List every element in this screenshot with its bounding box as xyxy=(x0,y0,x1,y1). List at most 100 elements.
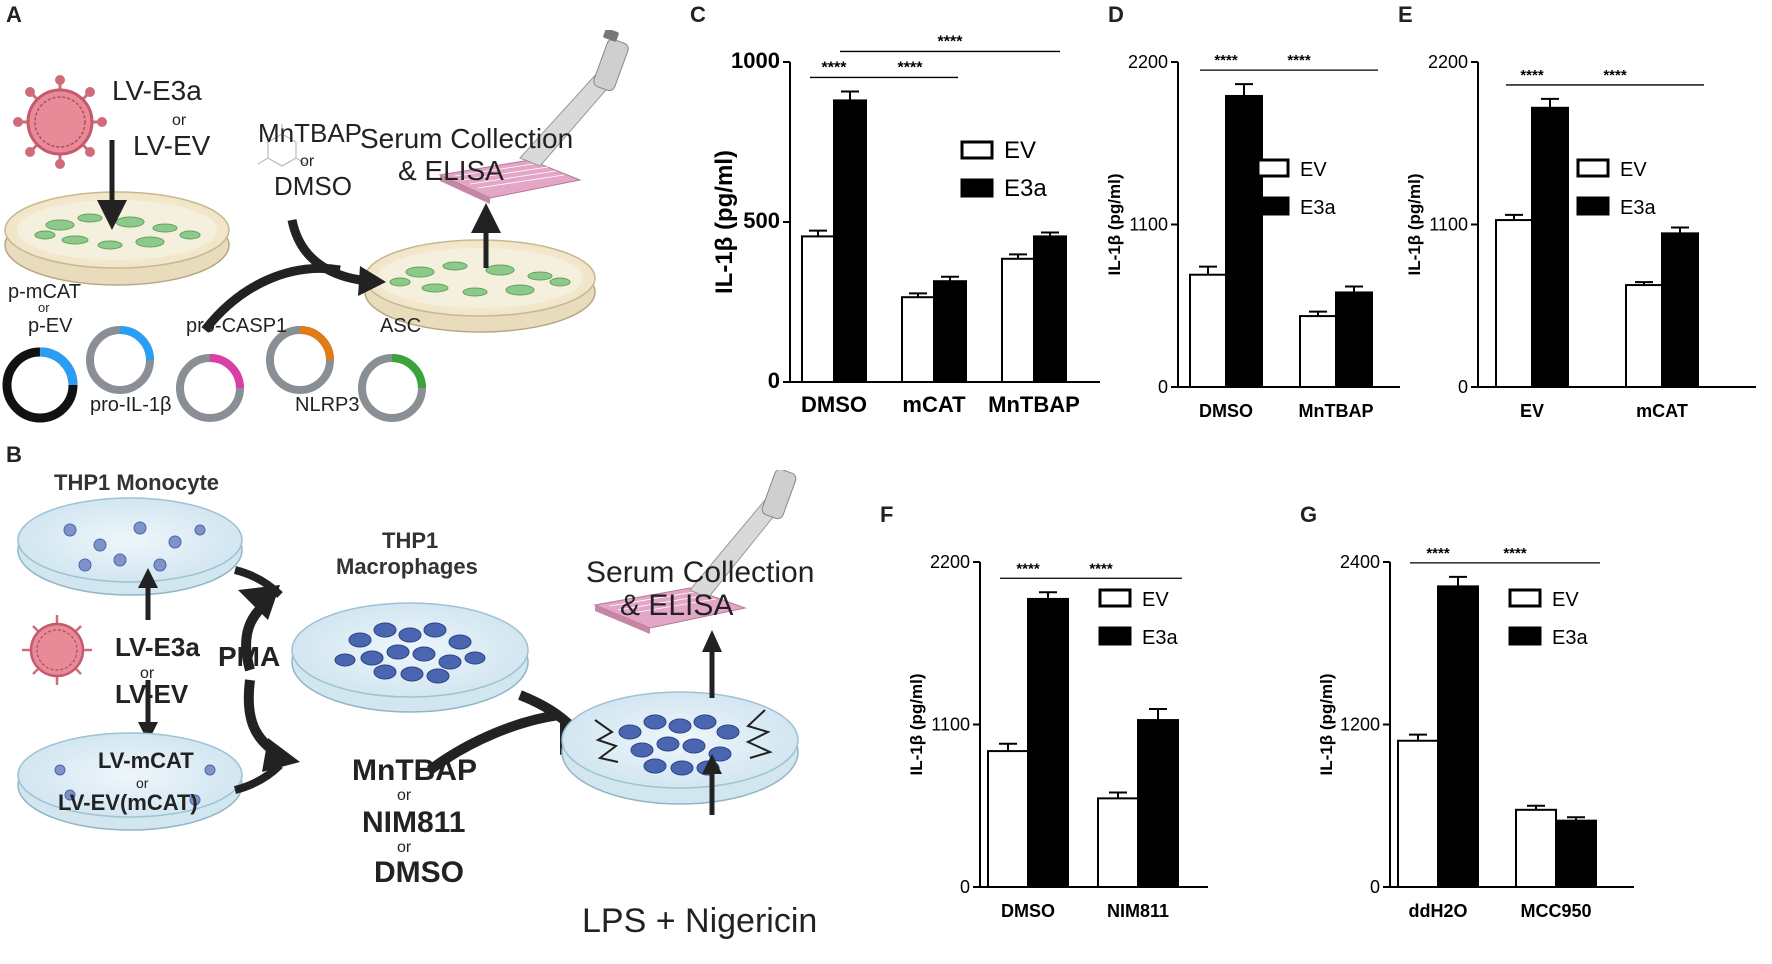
bar-ev-mcc950 xyxy=(1515,808,1557,888)
bar-ev-nim811 xyxy=(1097,797,1139,889)
label-elisa: & ELISA xyxy=(398,155,504,186)
label-or: or xyxy=(136,775,149,791)
bar-ev-mcat xyxy=(1625,284,1663,388)
label-lv-ev: LV-EV xyxy=(133,130,211,161)
x-tick-label: MnTBAP xyxy=(1299,401,1374,421)
legend-label-e3a: E3a xyxy=(1300,197,1336,219)
x-tick-label: DMSO xyxy=(1001,901,1055,921)
bar-ev-dmso xyxy=(987,750,1029,888)
significance-label: **** xyxy=(1520,67,1544,84)
significance-label: **** xyxy=(1603,67,1627,84)
label-lps-nigericin: LPS + Nigericin xyxy=(582,902,817,940)
label-dmso: DMSO xyxy=(274,171,352,201)
label-thp1-monocyte: THP1 Monocyte xyxy=(54,470,219,495)
plasmid-icons xyxy=(2,326,426,423)
panel-label-c: C xyxy=(690,2,706,27)
monocyte-dish xyxy=(17,497,243,596)
label-mntbap: MnTBAP xyxy=(258,118,362,148)
significance-label: **** xyxy=(1287,52,1311,69)
x-tick-label: NIM811 xyxy=(1107,901,1169,921)
bar-e3a-mntbap xyxy=(1335,291,1373,389)
x-tick-label: mCAT xyxy=(902,392,966,417)
bar-ev-mntbap xyxy=(1001,257,1035,383)
chart-g: 0 1200 2400 IL-1β (pg/ml) ddH2O MCC950 **** ***… xyxy=(1317,545,1634,921)
y-axis-label: IL-1β (pg/ml) xyxy=(1105,174,1124,276)
legend-label-e3a: E3a xyxy=(1552,627,1588,649)
y-tick-label: 2400 xyxy=(1340,552,1380,572)
schematic-b: THP1 Monocyte LV-E3a or LV-EV PMA THP1 M… xyxy=(17,470,817,940)
y-tick-label: 0 xyxy=(768,368,780,393)
significance-label: **** xyxy=(898,59,924,76)
y-tick-label: 2200 xyxy=(1428,52,1468,72)
y-tick-label: 0 xyxy=(1158,377,1168,397)
label-or: or xyxy=(397,787,412,804)
chart-c: 0 500 1000 IL-1β (pg/ml) DMSO mCAT MnTBAP **** *… xyxy=(711,33,1100,417)
panel-label-d: D xyxy=(1108,2,1124,27)
label-dmso: DMSO xyxy=(374,856,464,889)
legend-label-e3a: E3a xyxy=(1620,197,1656,219)
bar-ev-dmso xyxy=(1189,273,1227,389)
bar-e3a-dmso xyxy=(1225,94,1263,389)
label-lv-e3a: LV-E3a xyxy=(115,632,200,662)
legend-swatch-ev xyxy=(1576,158,1610,178)
molecule-icon xyxy=(257,124,307,167)
legend-label-ev: EV xyxy=(1300,159,1327,181)
y-tick-label: 1000 xyxy=(731,48,780,73)
y-tick-label: 1100 xyxy=(1129,215,1168,235)
label-lv-ev-mcat: LV-EV(mCAT) xyxy=(58,790,198,815)
label-or: or xyxy=(140,665,155,682)
bar-e3a-dmso xyxy=(1027,597,1069,888)
panel-label-g: G xyxy=(1300,502,1318,527)
label-or: or xyxy=(397,839,412,856)
chart-d: 0 1100 2200 IL-1β (pg/ml) DMSO MnTBAP **** ****… xyxy=(1105,52,1400,421)
significance-label: **** xyxy=(938,33,964,50)
chart-f: 0 1100 2200 IL-1β (pg/ml) DMSO NIM811 **** ****… xyxy=(907,552,1208,921)
y-axis-label: IL-1β (pg/ml) xyxy=(1405,174,1424,276)
x-tick-label: MnTBAP xyxy=(988,392,1080,417)
label-macrophages: Macrophages xyxy=(336,554,478,579)
legend-label-e3a: E3a xyxy=(1142,627,1178,649)
label-serum-collection: Serum Collection xyxy=(360,123,573,154)
pipette-icon xyxy=(438,30,629,204)
y-axis-label: IL-1β (pg/ml) xyxy=(711,150,738,294)
culture-dish-2 xyxy=(364,239,596,333)
label-or: or xyxy=(38,300,50,315)
label-mntbap: MnTBAP xyxy=(352,754,477,787)
bar-ev-dmso xyxy=(801,235,835,383)
y-tick-label: 1200 xyxy=(1340,715,1380,735)
bar-e3a-mcc950 xyxy=(1555,819,1597,889)
y-tick-label: 0 xyxy=(1458,377,1468,397)
legend-swatch-ev xyxy=(960,140,994,160)
legend-label-ev: EV xyxy=(1620,159,1647,181)
panel-label-f: F xyxy=(880,502,894,527)
y-tick-label: 500 xyxy=(743,208,780,233)
label-elisa: & ELISA xyxy=(620,589,733,622)
legend-swatch-ev xyxy=(1508,588,1542,608)
legend-swatch-ev xyxy=(1098,588,1132,608)
legend-label-ev: EV xyxy=(1552,589,1579,611)
significance-label: **** xyxy=(1089,560,1113,577)
x-tick-label: ddH2O xyxy=(1408,901,1467,921)
macrophage-dish xyxy=(291,602,529,713)
label-serum-collection: Serum Collection xyxy=(586,556,814,589)
x-tick-label: MCC950 xyxy=(1520,901,1591,921)
panel-label-e: E xyxy=(1398,2,1413,27)
significance-label: **** xyxy=(1214,52,1238,69)
label-lv-mcat: LV-mCAT xyxy=(98,748,194,773)
label-pro-casp1: pro-CASP1 xyxy=(186,315,287,337)
panel-label-b: B xyxy=(6,442,22,467)
virus-icon xyxy=(22,615,92,685)
label-pro-il1b: pro-IL-1β xyxy=(90,394,172,416)
final-dish xyxy=(561,691,799,805)
chart-e: 0 1100 2200 IL-1β (pg/ml) EV mCAT **** **** EV E3… xyxy=(1405,52,1756,421)
bar-e3a-ddh2o xyxy=(1437,585,1479,888)
label-thp1: THP1 xyxy=(382,528,438,553)
legend-swatch-e3a xyxy=(1508,626,1542,646)
label-or: or xyxy=(172,112,187,129)
y-tick-label: 2200 xyxy=(930,552,970,572)
bar-ev-mcat xyxy=(901,296,935,384)
legend-swatch-e3a xyxy=(1576,196,1610,216)
significance-label: **** xyxy=(822,59,848,76)
label-p-ev: p-EV xyxy=(28,315,73,337)
y-tick-label: 1100 xyxy=(931,715,970,735)
